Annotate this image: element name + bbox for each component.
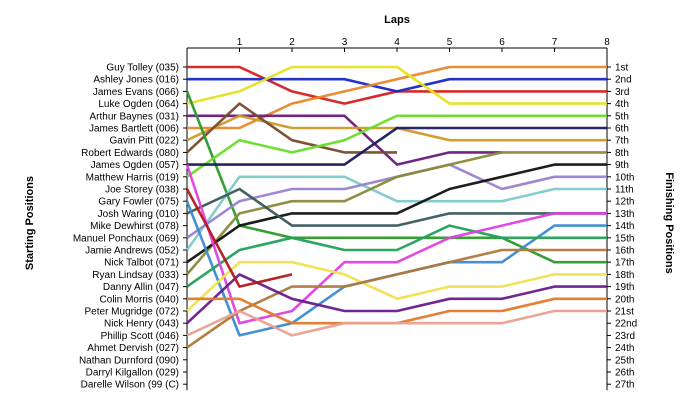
finishing-position-label: 10th bbox=[615, 172, 634, 183]
left-axis-label: Starting Positions bbox=[24, 176, 36, 270]
starting-position-label: Colin Morris (040) bbox=[100, 294, 179, 305]
starting-position-label: Nick Henry (043) bbox=[104, 319, 179, 330]
finishing-position-label: 12th bbox=[615, 197, 634, 208]
lap-tick-label: 8 bbox=[604, 37, 610, 48]
finishing-position-label: 23rd bbox=[615, 331, 635, 342]
starting-position-label: James Evans (066) bbox=[93, 87, 179, 98]
top-axis-label: Laps bbox=[384, 14, 410, 26]
starting-position-label: Matthew Harris (019) bbox=[86, 172, 179, 183]
starting-position-label: Robert Edwards (080) bbox=[81, 148, 179, 159]
starting-position-label: James Bartlett (006) bbox=[89, 124, 179, 135]
starting-position-label: Ahmet Dervish (027) bbox=[87, 343, 179, 354]
starting-position-label: Darryl Kilgallon (029) bbox=[86, 368, 179, 379]
starting-position-label: Gavin Pitt (022) bbox=[110, 136, 179, 147]
series-line bbox=[186, 114, 607, 178]
finishing-position-label: 19th bbox=[615, 282, 634, 293]
lap-tick-label: 3 bbox=[342, 37, 348, 48]
finishing-position-label: 20th bbox=[615, 294, 634, 305]
finishing-position-label: 7th bbox=[615, 136, 629, 147]
starting-position-label: Josh Waring (010) bbox=[98, 209, 179, 220]
series-line bbox=[186, 65, 607, 105]
lap-tick-label: 1 bbox=[237, 37, 243, 48]
axes bbox=[183, 47, 611, 391]
starting-position-label: James Ogden (057) bbox=[91, 160, 179, 171]
starting-position-label: Gary Fowler (075) bbox=[98, 197, 179, 208]
series-line bbox=[187, 126, 607, 166]
series-line bbox=[186, 151, 607, 276]
starting-position-label: Danny Allin (047) bbox=[103, 282, 179, 293]
starting-position-label: Ashley Jones (016) bbox=[93, 75, 179, 86]
starting-position-label: Nick Talbot (071) bbox=[104, 258, 179, 269]
finishing-position-label: 9th bbox=[615, 160, 629, 171]
starting-position-label: Phillip Scott (046) bbox=[101, 331, 179, 342]
finishing-position-label: 25th bbox=[615, 355, 634, 366]
finishing-position-label: 4th bbox=[615, 99, 629, 110]
series-line bbox=[186, 163, 607, 264]
series-line bbox=[186, 309, 607, 337]
series-line bbox=[186, 260, 607, 312]
starting-position-label: Jamie Andrews (052) bbox=[85, 246, 179, 257]
tick-labels: 1 2 3 4 5 6 7 8 Guy Tolley (035)Ashley Jones (01… bbox=[73, 37, 637, 391]
finishing-position-label: 24th bbox=[615, 343, 634, 354]
lap-tick-label: 2 bbox=[289, 37, 295, 48]
series-line bbox=[185, 90, 607, 264]
starting-position-label: Ryan Lindsay (033) bbox=[92, 270, 179, 281]
finishing-position-label: 22nd bbox=[615, 319, 637, 330]
lap-tick-label: 5 bbox=[447, 37, 453, 48]
finishing-position-label: 18th bbox=[615, 270, 634, 281]
series-line bbox=[185, 188, 293, 288]
lap-tick-label: 6 bbox=[499, 37, 505, 48]
finishing-position-label: 15th bbox=[615, 233, 634, 244]
starting-position-label: Nathan Durnford (090) bbox=[79, 355, 179, 366]
series-line bbox=[186, 248, 607, 349]
series-lines bbox=[185, 65, 607, 349]
finishing-position-label: 2nd bbox=[615, 75, 632, 86]
finishing-position-label: 17th bbox=[615, 258, 634, 269]
starting-position-label: Peter Mugridge (072) bbox=[85, 307, 180, 318]
finishing-position-label: 14th bbox=[615, 221, 634, 232]
series-line bbox=[185, 175, 607, 251]
series-line bbox=[186, 224, 607, 288]
starting-position-label: Manuel Ponchaux (069) bbox=[73, 233, 179, 244]
starting-position-label: Joe Storey (038) bbox=[105, 185, 179, 196]
starting-position-label: Arthur Baynes (031) bbox=[90, 111, 180, 122]
finishing-position-label: 1st bbox=[615, 63, 629, 74]
finishing-position-label: 26th bbox=[615, 368, 634, 379]
finishing-position-label: 6th bbox=[615, 124, 629, 135]
finishing-position-label: 13th bbox=[615, 209, 634, 220]
finishing-position-label: 5th bbox=[615, 111, 629, 122]
series-line bbox=[187, 77, 607, 93]
finishing-position-label: 16th bbox=[615, 246, 634, 257]
lap-tick-label: 7 bbox=[552, 37, 558, 48]
starting-position-label: Darelle Wilson (99 (C) bbox=[81, 380, 179, 391]
finishing-position-label: 27th bbox=[615, 380, 634, 391]
right-axis-label: Finishing Positions bbox=[663, 172, 675, 273]
finishing-position-label: 21st bbox=[615, 307, 634, 318]
finishing-position-label: 8th bbox=[615, 148, 629, 159]
lap-tick-label: 4 bbox=[394, 37, 400, 48]
starting-position-label: Mike Dewhirst (078) bbox=[90, 221, 179, 232]
starting-position-label: Guy Tolley (035) bbox=[106, 63, 179, 74]
series-line bbox=[186, 187, 607, 227]
starting-position-label: Luke Ogden (064) bbox=[98, 99, 179, 110]
finishing-position-label: 11th bbox=[615, 185, 634, 196]
finishing-position-label: 3rd bbox=[615, 87, 629, 98]
